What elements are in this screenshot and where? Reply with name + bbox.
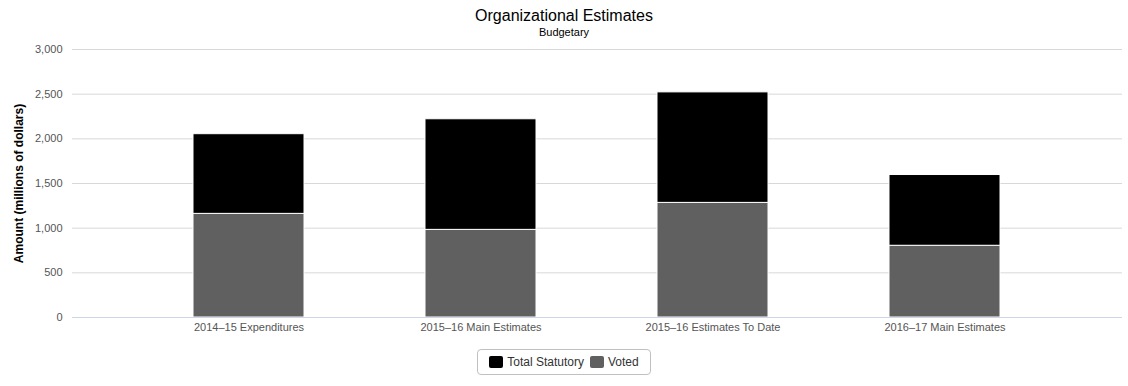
html-text:Total Statutory: Total Statutory bbox=[507, 355, 584, 369]
svg-text:1,500: 1,500 bbox=[35, 177, 63, 189]
svg-text:0: 0 bbox=[56, 311, 62, 323]
html-text:Organizational Estimates: Organizational Estimates bbox=[475, 7, 653, 24]
svg-text:Amount (millions of dollars): Amount (millions of dollars) bbox=[12, 104, 26, 263]
svg-text:2016–17 Main Estimates: 2016–17 Main Estimates bbox=[884, 321, 1006, 333]
svg-text:3,000: 3,000 bbox=[35, 43, 63, 55]
svg-text:500: 500 bbox=[44, 266, 62, 278]
svg-text:1,000: 1,000 bbox=[35, 222, 63, 234]
svg-text:2,500: 2,500 bbox=[35, 88, 63, 100]
svg-text:2,000: 2,000 bbox=[35, 132, 63, 144]
svg-text:2014–15 Expenditures: 2014–15 Expenditures bbox=[194, 321, 305, 333]
html-text:Voted: Voted bbox=[608, 355, 639, 369]
svg-text:2015–16 Estimates To Date: 2015–16 Estimates To Date bbox=[646, 321, 781, 333]
svg-text:2015–16 Main Estimates: 2015–16 Main Estimates bbox=[420, 321, 542, 333]
html-text:Budgetary: Budgetary bbox=[538, 26, 590, 38]
